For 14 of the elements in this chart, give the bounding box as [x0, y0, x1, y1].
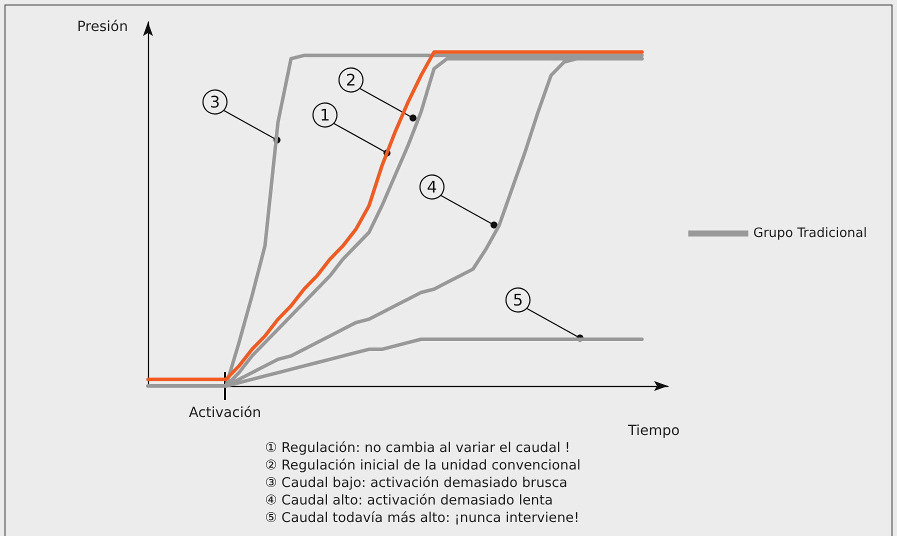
- text: ② Regulación inicial de la unidad convencional: [265, 458, 581, 474]
- annotation: 2: [346, 70, 356, 90]
- text: ③ Caudal bajo: activación demasiado brusca: [265, 475, 568, 491]
- y-axis-title: Presión: [77, 19, 128, 35]
- annotation: 5: [512, 290, 524, 310]
- annotation: 3: [210, 92, 220, 112]
- text: ④ Caudal alto: activación demasiado lenta: [265, 492, 553, 508]
- text: Activación: [188, 405, 262, 421]
- annotation: 4: [426, 178, 438, 196]
- text: ⑤ Caudal todavía más alto: ¡nunca interviene!: [265, 510, 580, 526]
- x-axis-title: Tiempo: [627, 423, 680, 439]
- annotation: 1: [320, 106, 330, 124]
- text: ① Regulación: no cambia al variar el caudal !: [265, 440, 570, 456]
- legend-label: Grupo Tradicional: [753, 226, 868, 241]
